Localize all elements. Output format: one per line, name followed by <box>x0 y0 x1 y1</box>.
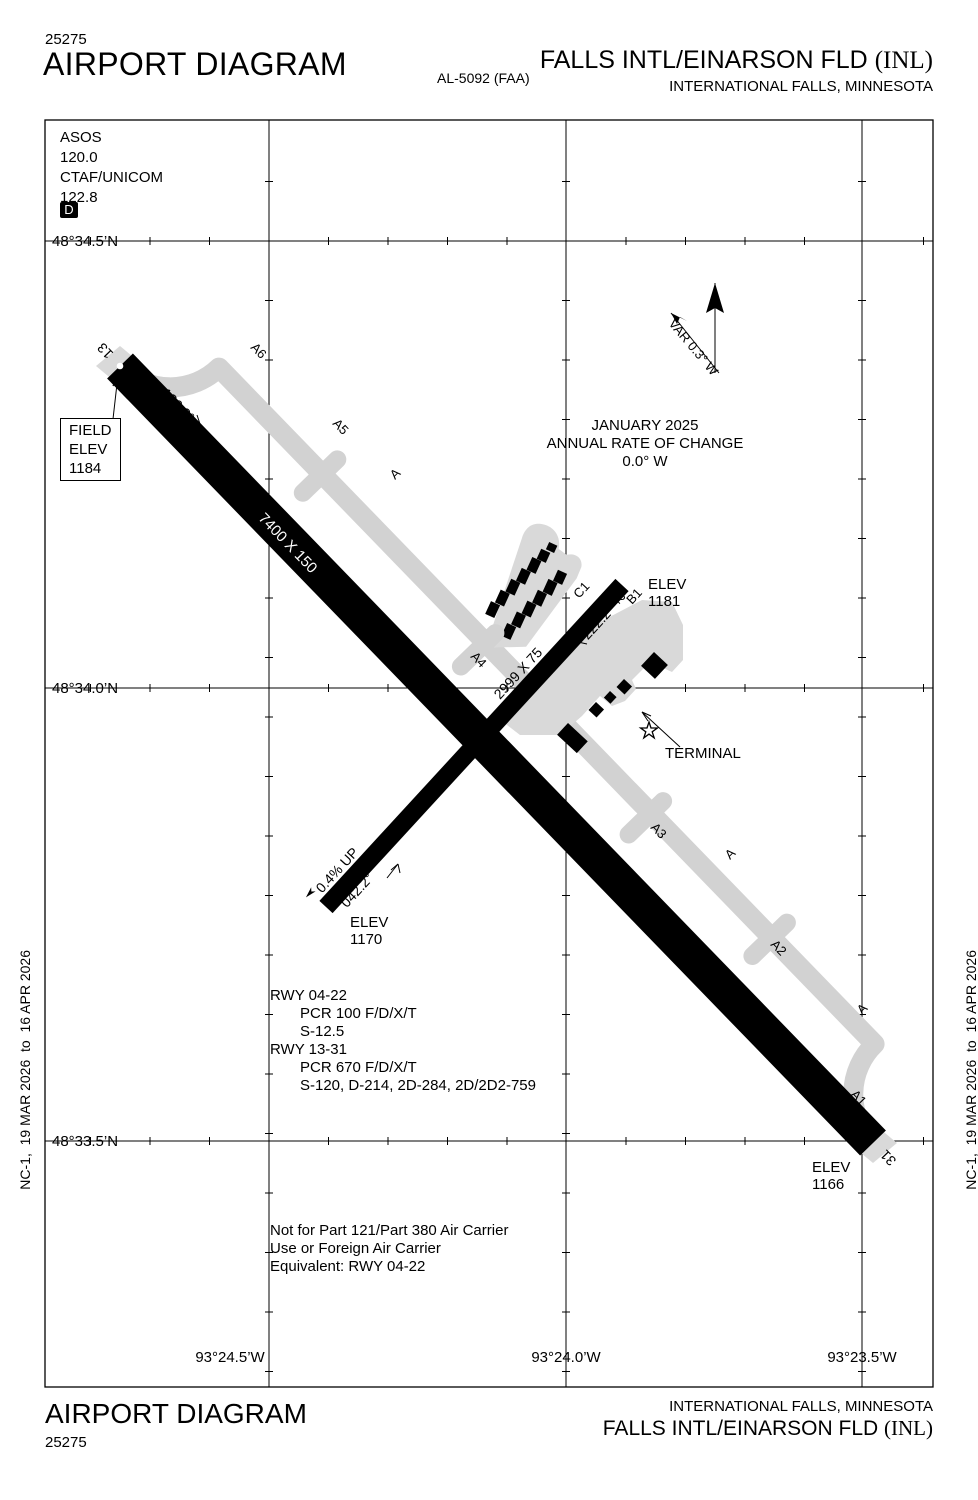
svg-text:1166: 1166 <box>812 1176 844 1193</box>
svg-text:ELEV: ELEV <box>350 914 388 931</box>
svg-text:VAR 0.3° W: VAR 0.3° W <box>666 316 722 379</box>
svg-text:PCR 100 F/D/X/T: PCR 100 F/D/X/T <box>300 1005 417 1022</box>
svg-text:TERMINAL: TERMINAL <box>665 745 741 762</box>
svg-text:PCR 670 F/D/X/T: PCR 670 F/D/X/T <box>300 1059 417 1076</box>
svg-text:1181: 1181 <box>648 593 680 610</box>
svg-text:Use or Foreign Air Carrier: Use or Foreign Air Carrier <box>270 1240 441 1257</box>
svg-text:48°33.5’N: 48°33.5’N <box>52 1133 118 1150</box>
svg-text:S-12.5: S-12.5 <box>300 1023 344 1040</box>
svg-text:48°34.0’N: 48°34.0’N <box>52 680 118 697</box>
svg-text:A6: A6 <box>248 340 270 362</box>
svg-text:RWY 04-22: RWY 04-22 <box>270 987 347 1004</box>
svg-text:A: A <box>387 465 404 482</box>
svg-text:ELEV: ELEV <box>648 576 686 593</box>
svg-text:A: A <box>722 845 739 862</box>
svg-text:48°34.5’N: 48°34.5’N <box>52 233 118 250</box>
svg-text:0.0° W: 0.0° W <box>622 453 668 470</box>
svg-text:ANNUAL RATE OF CHANGE: ANNUAL RATE OF CHANGE <box>547 435 744 452</box>
svg-text:RWY 13-31: RWY 13-31 <box>270 1041 347 1058</box>
svg-text:Not for Part 121/Part 380 Air: Not for Part 121/Part 380 Air Carrier <box>270 1222 508 1239</box>
svg-text:Equivalent: RWY 04-22: Equivalent: RWY 04-22 <box>270 1258 425 1275</box>
svg-text:93°23.5’W: 93°23.5’W <box>827 1349 897 1366</box>
svg-text:ELEV: ELEV <box>812 1159 850 1176</box>
svg-text:93°24.0’W: 93°24.0’W <box>531 1349 601 1366</box>
svg-text:1170: 1170 <box>350 931 382 948</box>
svg-text:A5: A5 <box>330 416 352 438</box>
svg-text:JANUARY 2025: JANUARY 2025 <box>591 417 698 434</box>
svg-text:S-120, D-214, 2D-284, 2D/2D2-7: S-120, D-214, 2D-284, 2D/2D2-759 <box>300 1077 536 1094</box>
svg-text:93°24.5’W: 93°24.5’W <box>195 1349 265 1366</box>
